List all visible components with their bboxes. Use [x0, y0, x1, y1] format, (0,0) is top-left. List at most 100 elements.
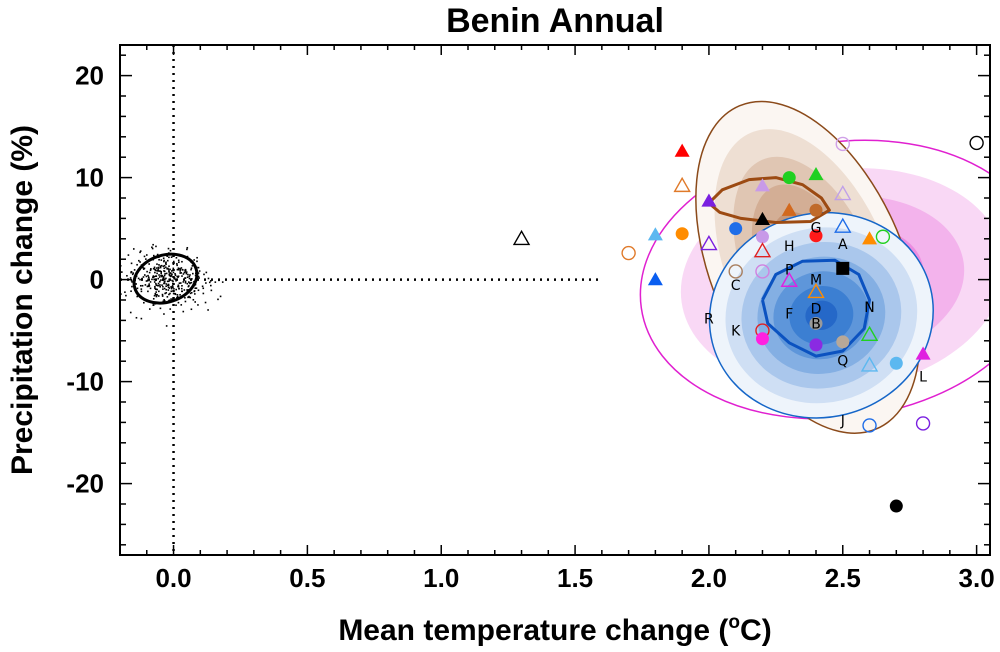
noise-point: [136, 295, 139, 298]
circle-marker: [915, 416, 931, 431]
noise-point: [133, 269, 136, 271]
noise-point: [192, 298, 195, 301]
noise-point: [152, 243, 154, 246]
noise-point: [182, 273, 185, 275]
noise-point: [156, 270, 158, 272]
noise-point: [180, 287, 183, 290]
noise-point: [190, 291, 193, 294]
noise-point: [158, 290, 160, 293]
noise-point: [187, 296, 189, 299]
noise-point: [154, 287, 156, 290]
noise-point: [139, 261, 141, 263]
noise-point: [131, 281, 133, 283]
noise-point: [160, 272, 162, 275]
noise-point: [190, 268, 192, 271]
point-label: Q: [837, 353, 848, 369]
noise-point: [172, 271, 175, 274]
point-label: A: [838, 237, 848, 253]
noise-point: [179, 270, 181, 272]
noise-point: [176, 268, 179, 271]
noise-point: [127, 254, 130, 256]
noise-point: [139, 250, 142, 252]
noise-point: [160, 279, 162, 281]
noise-point: [129, 311, 132, 314]
noise-point: [170, 286, 172, 288]
noise-point: [168, 265, 170, 268]
noise-point: [198, 277, 200, 279]
noise-point: [146, 285, 149, 288]
noise-point: [169, 249, 172, 252]
noise-point: [196, 256, 198, 259]
noise-point: [180, 267, 183, 269]
noise-point: [149, 269, 152, 272]
noise-point: [166, 259, 169, 262]
noise-point: [139, 284, 142, 287]
noise-point: [145, 254, 148, 256]
noise-point: [170, 270, 173, 272]
noise-point: [179, 272, 181, 274]
noise-point: [202, 287, 205, 290]
natural-variability-ellipse: [132, 252, 199, 305]
reference-lines: [120, 45, 602, 555]
triangle-marker: [701, 193, 717, 207]
noise-point: [192, 272, 194, 275]
y-tick-label: 10: [75, 163, 104, 193]
noise-point: [214, 281, 217, 283]
noise-point: [177, 268, 180, 271]
noise-point: [140, 317, 143, 320]
noise-point: [166, 280, 169, 283]
noise-point: [178, 282, 181, 284]
noise-point: [177, 275, 180, 278]
noise-point: [158, 258, 160, 261]
x-tick-label: 0.0: [155, 563, 191, 593]
noise-point: [168, 293, 170, 296]
noise-point: [177, 285, 180, 288]
noise-point: [148, 276, 150, 279]
x-tick-label: 1.0: [423, 563, 459, 593]
noise-point: [166, 284, 169, 287]
noise-point: [153, 278, 156, 281]
noise-point: [155, 275, 158, 277]
noise-point: [163, 264, 166, 267]
noise-point: [159, 270, 162, 272]
natural-variability-layer: [120, 243, 224, 327]
x-axis-label-degree: o: [728, 612, 740, 633]
noise-point: [155, 282, 157, 285]
noise-point: [152, 267, 155, 270]
noise-point: [181, 290, 183, 293]
noise-point: [154, 269, 157, 272]
x-tick-label: 2.5: [825, 563, 861, 593]
noise-point: [171, 298, 174, 301]
noise-point: [159, 280, 161, 283]
noise-point: [181, 269, 184, 271]
noise-point: [159, 284, 161, 286]
circle-marker: [836, 335, 850, 349]
chart-title: Benin Annual: [446, 2, 664, 40]
noise-point: [148, 308, 151, 310]
triangle-marker: [860, 356, 879, 372]
noise-point: [163, 282, 165, 285]
noise-point: [184, 300, 187, 303]
noise-point: [168, 271, 170, 273]
noise-point: [130, 271, 133, 273]
noise-point: [171, 286, 173, 289]
triangle-marker: [754, 178, 770, 192]
noise-point: [148, 263, 150, 265]
noise-point: [170, 287, 173, 290]
noise-point: [204, 301, 207, 304]
noise-point: [184, 277, 187, 279]
triangle-marker: [700, 234, 718, 251]
noise-point: [151, 247, 154, 250]
noise-point: [162, 300, 165, 303]
noise-point: [144, 284, 147, 286]
noise-point: [147, 274, 149, 277]
noise-point: [186, 248, 188, 251]
noise-point: [138, 259, 140, 262]
noise-point: [156, 263, 158, 265]
circle-marker: [889, 499, 903, 513]
noise-point: [174, 274, 177, 277]
noise-point: [158, 276, 161, 278]
circle-marker: [755, 332, 769, 346]
noise-point: [140, 288, 143, 290]
noise-point: [140, 290, 143, 293]
